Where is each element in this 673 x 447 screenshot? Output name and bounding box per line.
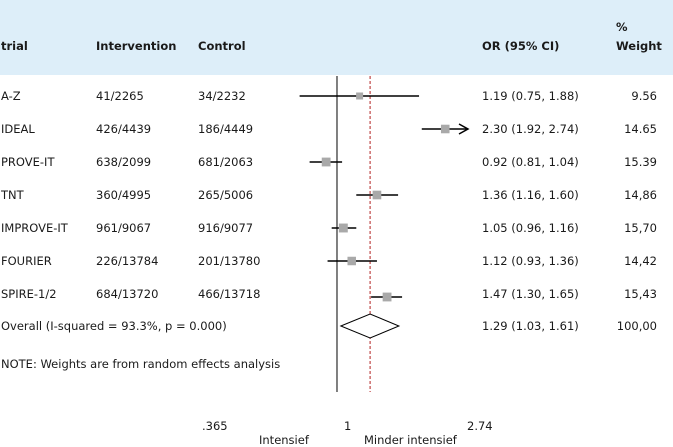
control-events: 916/9077: [198, 221, 254, 235]
study-marker: [338, 223, 348, 233]
trial-name: A-Z: [1, 89, 21, 103]
control-events: 34/2232: [198, 89, 246, 103]
odds-ratio-ci: 0.92 (0.81, 1.04): [482, 155, 579, 169]
odds-ratio-ci: 2.30 (1.92, 2.74): [482, 122, 579, 136]
x-axis-right-label: Minder intensief: [364, 433, 457, 447]
control-events: 466/13718: [198, 287, 261, 301]
study-marker: [382, 292, 392, 302]
study-weight: 15,43: [624, 287, 657, 301]
x-axis-left-label: Intensief: [259, 433, 309, 447]
intervention-events: 360/4995: [96, 188, 152, 202]
study-weight: 15.39: [624, 155, 657, 169]
study-weight: 14.65: [624, 122, 657, 136]
trial-name: IDEAL: [1, 122, 35, 136]
footnote: NOTE: Weights are from random effects an…: [1, 357, 281, 371]
header-intervention: Intervention: [96, 39, 177, 53]
odds-ratio-ci: 1.05 (0.96, 1.16): [482, 221, 579, 235]
study-weight: 14,42: [624, 254, 657, 268]
trial-name: FOURIER: [1, 254, 52, 268]
header-or-ci: OR (95% CI): [482, 39, 560, 53]
overall-label: Overall (I-squared = 93.3%, p = 0.000): [1, 319, 227, 333]
odds-ratio-ci: 1.12 (0.93, 1.36): [482, 254, 579, 268]
intervention-events: 226/13784: [96, 254, 159, 268]
header-control: Control: [198, 39, 246, 53]
study-weight: 15,70: [624, 221, 657, 235]
intervention-events: 684/13720: [96, 287, 159, 301]
study-marker: [372, 190, 382, 200]
overall-or-ci: 1.29 (1.03, 1.61): [482, 319, 579, 333]
study-marker: [347, 256, 356, 266]
overall-weight: 100,00: [616, 319, 657, 333]
study-marker: [321, 157, 331, 167]
study-marker: [440, 124, 450, 134]
control-events: 201/13780: [198, 254, 261, 268]
header-trial: trial: [1, 39, 28, 53]
control-events: 265/5006: [198, 188, 254, 202]
overall-diamond: [339, 313, 401, 339]
study-weight: 14,86: [624, 188, 657, 202]
odds-ratio-ci: 1.47 (1.30, 1.65): [482, 287, 579, 301]
trial-name: PROVE-IT: [1, 155, 55, 169]
odds-ratio-ci: 1.36 (1.16, 1.60): [482, 188, 579, 202]
intervention-events: 41/2265: [96, 89, 144, 103]
study-marker: [356, 92, 364, 100]
table-header: [0, 0, 673, 75]
ci-arrow: [458, 123, 470, 135]
header-weight: Weight: [616, 39, 662, 53]
trial-name: SPIRE-1/2: [1, 287, 57, 301]
x-tick-label: .365: [202, 419, 228, 433]
intervention-events: 638/2099: [96, 155, 152, 169]
trial-name: IMPROVE-IT: [1, 221, 68, 235]
control-events: 186/4449: [198, 122, 254, 136]
x-tick-label: 1: [344, 419, 352, 433]
header-weight-percent: %: [616, 20, 628, 34]
x-tick-label: 2.74: [467, 419, 493, 433]
odds-ratio-ci: 1.19 (0.75, 1.88): [482, 89, 579, 103]
intervention-events: 961/9067: [96, 221, 152, 235]
control-events: 681/2063: [198, 155, 254, 169]
study-weight: 9.56: [631, 89, 657, 103]
trial-name: TNT: [1, 188, 24, 202]
intervention-events: 426/4439: [96, 122, 152, 136]
